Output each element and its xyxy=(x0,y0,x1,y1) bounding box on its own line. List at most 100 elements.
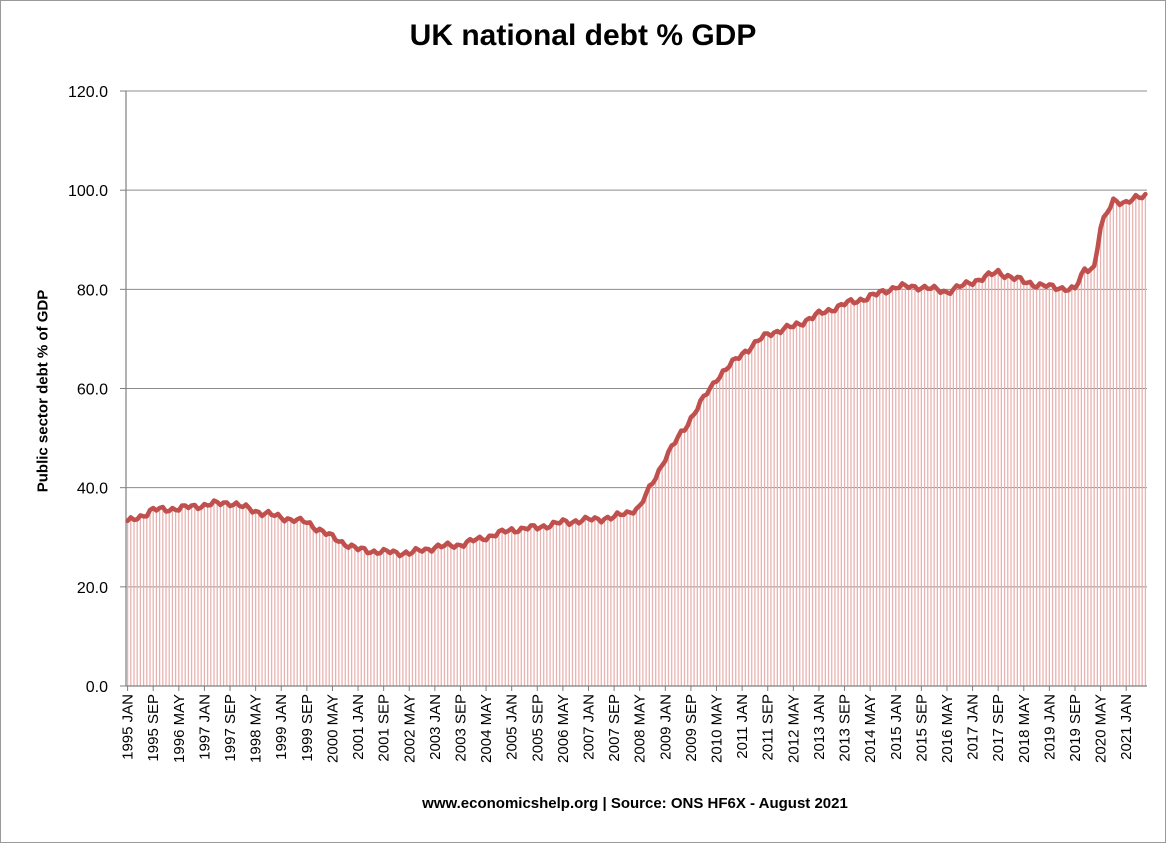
data-column xyxy=(927,288,929,686)
data-column xyxy=(562,519,564,686)
data-column xyxy=(725,369,727,686)
data-column xyxy=(530,525,532,686)
data-column xyxy=(520,527,522,686)
data-column xyxy=(370,552,372,686)
data-column xyxy=(1128,202,1131,686)
data-column xyxy=(655,478,657,686)
data-column xyxy=(891,287,894,686)
x-tick-label: 1995 SEP xyxy=(145,694,162,762)
data-column xyxy=(632,513,634,686)
data-column xyxy=(415,548,417,686)
y-tick-label: 20.0 xyxy=(77,580,108,597)
data-column xyxy=(1119,205,1121,686)
data-column xyxy=(901,283,903,686)
data-column xyxy=(664,460,666,686)
data-column xyxy=(687,425,689,686)
data-column xyxy=(258,511,260,686)
data-column xyxy=(744,350,746,686)
data-column xyxy=(898,287,900,686)
data-column xyxy=(751,347,753,686)
data-column xyxy=(472,541,474,686)
data-column xyxy=(142,516,145,686)
data-column xyxy=(959,286,961,686)
data-column xyxy=(610,519,612,686)
data-column xyxy=(1016,276,1019,686)
data-column xyxy=(146,516,148,686)
data-column xyxy=(424,548,426,686)
y-tick-label: 80.0 xyxy=(77,282,108,299)
x-tick-label: 2011 JAN xyxy=(734,694,751,759)
data-column xyxy=(821,313,823,686)
data-column xyxy=(431,551,433,686)
data-column xyxy=(194,505,196,686)
data-column xyxy=(523,528,526,686)
data-column xyxy=(1083,268,1086,686)
data-column xyxy=(837,305,839,686)
data-column xyxy=(171,507,174,686)
data-column xyxy=(187,507,190,686)
data-column xyxy=(383,549,385,686)
data-column xyxy=(286,518,289,686)
data-column xyxy=(367,553,369,686)
data-column xyxy=(824,312,826,686)
x-tick-label: 2017 JAN xyxy=(965,694,982,760)
data-column xyxy=(504,532,506,686)
data-column xyxy=(197,508,199,686)
data-column xyxy=(219,505,222,686)
data-column xyxy=(779,332,782,686)
data-column xyxy=(264,513,266,686)
data-column xyxy=(975,280,977,686)
data-column xyxy=(299,517,302,686)
data-column xyxy=(482,539,484,686)
x-tick-label: 2004 MAY xyxy=(478,694,495,763)
data-column xyxy=(296,519,298,686)
data-column xyxy=(661,465,663,686)
data-column xyxy=(1042,284,1044,686)
data-column xyxy=(987,272,990,686)
data-column xyxy=(706,394,708,686)
data-column xyxy=(763,333,766,686)
data-column xyxy=(642,502,644,686)
x-tick-label: 2008 MAY xyxy=(632,694,649,763)
data-column xyxy=(165,511,167,686)
data-column xyxy=(261,515,263,686)
data-column xyxy=(719,377,721,686)
data-column xyxy=(648,485,650,686)
data-column xyxy=(875,295,878,686)
data-column xyxy=(357,550,359,686)
data-column xyxy=(1026,282,1028,686)
data-column xyxy=(539,527,542,686)
data-column xyxy=(1055,289,1057,686)
x-tick-label: 2017 SEP xyxy=(990,694,1007,762)
data-column xyxy=(456,544,458,686)
data-column xyxy=(1074,288,1076,686)
data-column xyxy=(1115,201,1118,686)
data-column xyxy=(600,522,602,686)
data-column xyxy=(882,290,884,686)
data-column xyxy=(312,527,314,686)
x-tick-label: 2009 JAN xyxy=(657,694,674,760)
data-column xyxy=(1131,199,1134,686)
data-column xyxy=(181,505,183,686)
x-tick-label: 1997 JAN xyxy=(196,694,213,760)
data-column xyxy=(543,525,545,686)
y-tick-label: 0.0 xyxy=(86,679,108,696)
data-column xyxy=(1135,195,1137,686)
data-column xyxy=(587,518,590,686)
area-fill xyxy=(126,194,1147,687)
data-column xyxy=(533,525,535,686)
data-column xyxy=(629,512,631,686)
data-column xyxy=(488,535,490,686)
data-column xyxy=(683,430,686,686)
x-tick-label: 2010 MAY xyxy=(709,694,726,763)
source-footer: www.economicshelp.org | Source: ONS HF6X… xyxy=(422,795,848,812)
data-column xyxy=(469,539,471,686)
data-column xyxy=(453,547,455,686)
x-tick-label: 2012 MAY xyxy=(785,694,802,763)
data-column xyxy=(754,341,756,686)
data-column xyxy=(485,540,487,686)
data-column xyxy=(997,269,999,686)
data-column xyxy=(559,523,561,686)
